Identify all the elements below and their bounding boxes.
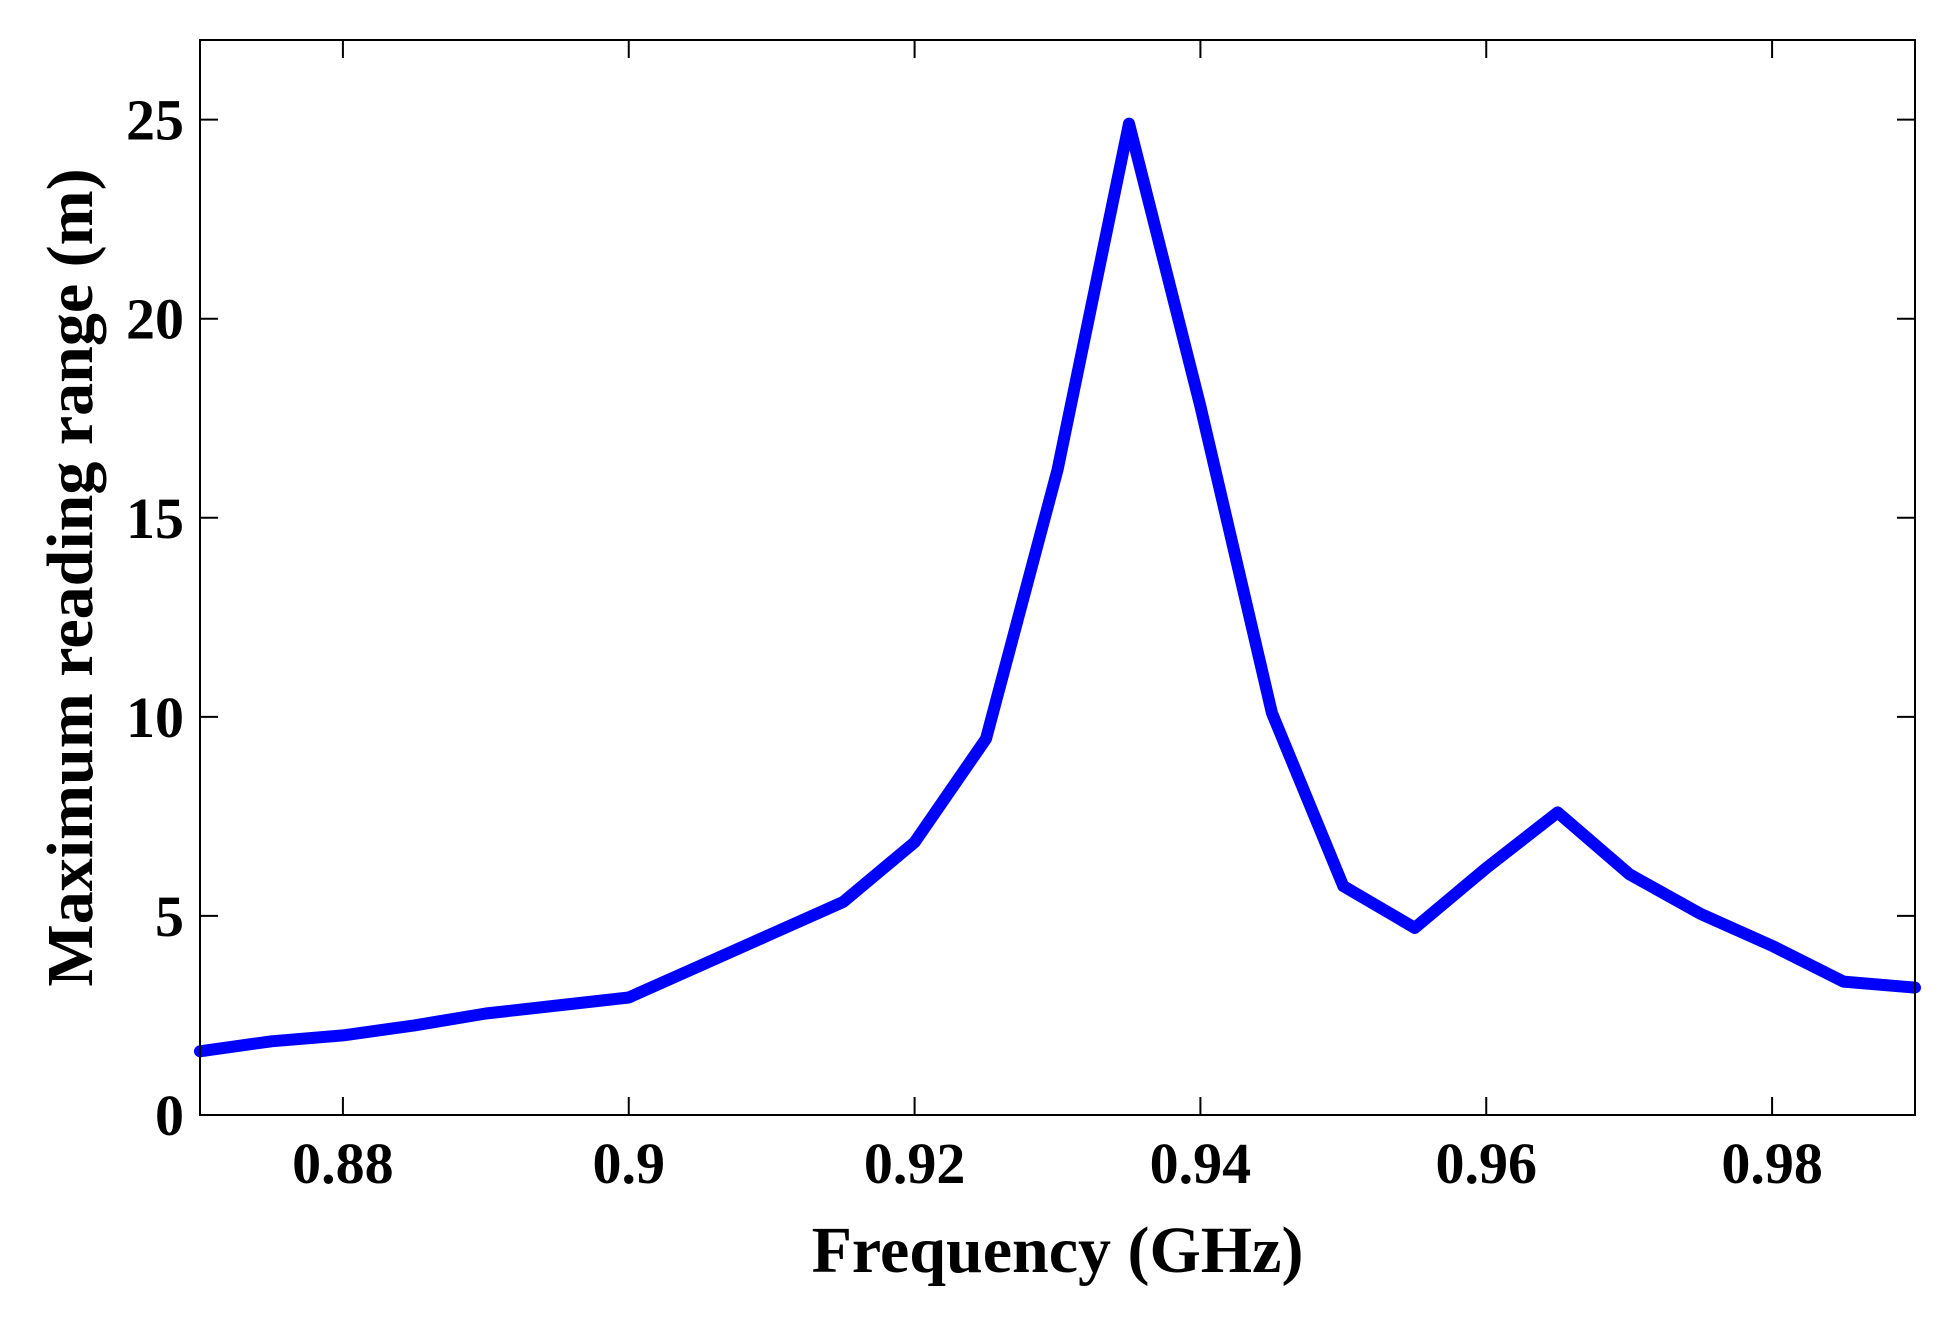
x-tick-label: 0.88 <box>292 1131 394 1196</box>
x-axis-title: Frequency (GHz) <box>812 1214 1304 1287</box>
x-tick-label: 0.98 <box>1721 1131 1823 1196</box>
tick-labels: 0.88 0.9 0.92 0.94 0.96 0.98 0 5 10 15 20 25 <box>126 88 1823 1196</box>
series-group <box>194 117 1921 1058</box>
x-tick-label: 0.9 <box>593 1131 666 1196</box>
plot-frame <box>199 39 1916 1116</box>
x-tick-label: 0.92 <box>864 1131 966 1196</box>
y-tick-label: 25 <box>126 88 184 153</box>
y-tick-label: 0 <box>155 1083 184 1148</box>
y-tick-label: 20 <box>126 287 184 352</box>
x-tick-label: 0.94 <box>1150 1131 1252 1196</box>
y-axis-title: Maximum reading range (m) <box>34 168 107 986</box>
y-tick-label: 10 <box>126 685 184 750</box>
y-tick-label: 15 <box>126 486 184 551</box>
y-tick-label: 5 <box>155 884 184 949</box>
x-tick-label: 0.96 <box>1436 1131 1538 1196</box>
